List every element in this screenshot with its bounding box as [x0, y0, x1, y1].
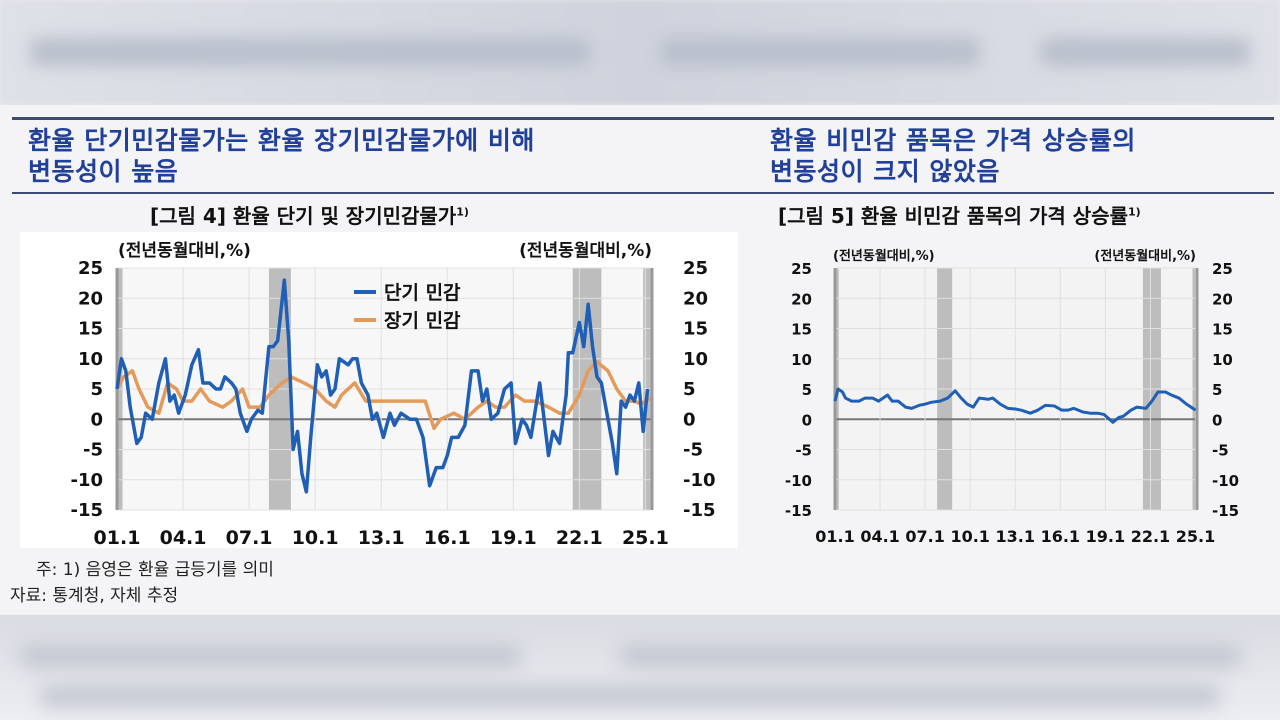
- y-tick-label-right: 5: [1212, 381, 1222, 399]
- y-tick-label-left: 0: [802, 411, 812, 429]
- y-tick-label-right: -10: [1212, 472, 1239, 490]
- y-axis-label-right: (전년동월대비,%): [519, 241, 652, 261]
- y-tick-label-right: 15: [683, 319, 708, 340]
- x-tick-label: 16.1: [424, 527, 471, 549]
- y-tick-label-left: -5: [83, 440, 103, 461]
- right-headline-line2: 변동성이 크지 않았음: [770, 157, 1000, 186]
- legend-label: 단기 민감: [384, 282, 461, 304]
- x-tick-label: 22.1: [1131, 527, 1170, 546]
- y-tick-label-right: -5: [1212, 442, 1229, 460]
- right-figure-title-text: [그림 5] 환율 비민감 품목의 가격 상승률: [778, 204, 1128, 228]
- y-tick-label-right: 25: [683, 258, 708, 279]
- y-tick-label-right: 20: [1212, 290, 1233, 308]
- x-tick-label: 25.1: [622, 527, 669, 549]
- x-tick-label: 07.1: [226, 527, 273, 549]
- left-figure-title-text: [그림 4] 환율 단기 및 장기민감물가: [150, 204, 457, 228]
- y-tick-label-left: 15: [78, 319, 103, 340]
- y-tick-label-right: 0: [1212, 411, 1222, 429]
- chart-source: 자료: 통계청, 자체 추정: [10, 586, 179, 606]
- y-axis-label-left: (전년동월대비,%): [833, 248, 935, 264]
- x-tick-label: 04.1: [160, 527, 207, 549]
- y-tick-label-left: 0: [90, 409, 103, 430]
- y-tick-label-right: -15: [683, 500, 716, 521]
- y-tick-label-left: -15: [785, 502, 812, 520]
- x-tick-label: 10.1: [292, 527, 339, 549]
- y-tick-label-left: 10: [791, 351, 812, 369]
- y-tick-label-right: 0: [683, 409, 696, 430]
- x-tick-label: 04.1: [860, 527, 899, 546]
- chart-note: 주: 1) 음영은 환율 급등기를 의미: [36, 560, 274, 580]
- x-tick-label: 13.1: [358, 527, 405, 549]
- footnote-mark: 1): [456, 205, 469, 219]
- top-rule: [12, 117, 1274, 120]
- series-line: [833, 387, 1197, 424]
- y-tick-label-right: 10: [1212, 351, 1233, 369]
- y-tick-label-left: -5: [795, 442, 812, 460]
- y-tick-label-right: 20: [683, 288, 708, 309]
- y-tick-label-left: 25: [791, 260, 812, 278]
- y-tick-label-right: 5: [683, 379, 696, 400]
- right-headline: 환율 비민감 품목은 가격 상승률의 변동성이 크지 않았음: [770, 125, 1136, 187]
- y-tick-label-right: 25: [1212, 260, 1233, 278]
- x-tick-label: 25.1: [1176, 527, 1215, 546]
- x-tick-label: 19.1: [1086, 527, 1125, 546]
- left-figure-title: [그림 4] 환율 단기 및 장기민감물가1): [150, 200, 469, 229]
- y-axis-label-right: (전년동월대비,%): [1094, 248, 1196, 264]
- y-axis-label-left: (전년동월대비,%): [118, 241, 251, 261]
- y-tick-label-left: 20: [78, 288, 103, 309]
- series-line: [115, 360, 651, 431]
- y-tick-label-left: 20: [791, 290, 812, 308]
- y-tick-label-right: -5: [683, 440, 703, 461]
- x-tick-label: 22.1: [556, 527, 603, 549]
- x-tick-label: 16.1: [1041, 527, 1080, 546]
- left-headline: 환율 단기민감물가는 환율 장기민감물가에 비해 변동성이 높음: [28, 125, 535, 187]
- middle-rule: [12, 192, 1274, 194]
- y-tick-label-left: 15: [791, 321, 812, 339]
- blurred-header-background: [0, 0, 1280, 105]
- y-tick-label-left: -10: [70, 470, 103, 491]
- series-line: [115, 278, 650, 494]
- y-tick-label-left: 5: [90, 379, 103, 400]
- x-tick-label: 10.1: [950, 527, 989, 546]
- y-tick-label-right: 15: [1212, 321, 1233, 339]
- x-tick-label: 13.1: [996, 527, 1035, 546]
- x-tick-label: 19.1: [490, 527, 537, 549]
- x-tick-label: 01.1: [94, 527, 141, 549]
- y-tick-label-right: -10: [683, 470, 716, 491]
- y-tick-label-left: -10: [785, 472, 812, 490]
- x-tick-label: 01.1: [815, 527, 854, 546]
- y-tick-label-right: 10: [683, 349, 708, 370]
- y-tick-label-right: -15: [1212, 502, 1239, 520]
- y-tick-label-left: 5: [802, 381, 812, 399]
- blurred-footer-background: [0, 615, 1280, 720]
- right-headline-line1: 환율 비민감 품목은 가격 상승률의: [770, 126, 1136, 155]
- legend-label: 장기 민감: [384, 310, 461, 332]
- right-figure-title: [그림 5] 환율 비민감 품목의 가격 상승률1): [778, 200, 1141, 229]
- left-headline-line1: 환율 단기민감물가는 환율 장기민감물가에 비해: [28, 126, 535, 155]
- x-tick-label: 07.1: [905, 527, 944, 546]
- y-tick-label-left: 25: [78, 258, 103, 279]
- footnote-mark: 1): [1127, 205, 1141, 219]
- left-headline-line2: 변동성이 높음: [28, 157, 179, 186]
- y-tick-label-left: 10: [78, 349, 103, 370]
- y-tick-label-left: -15: [70, 500, 103, 521]
